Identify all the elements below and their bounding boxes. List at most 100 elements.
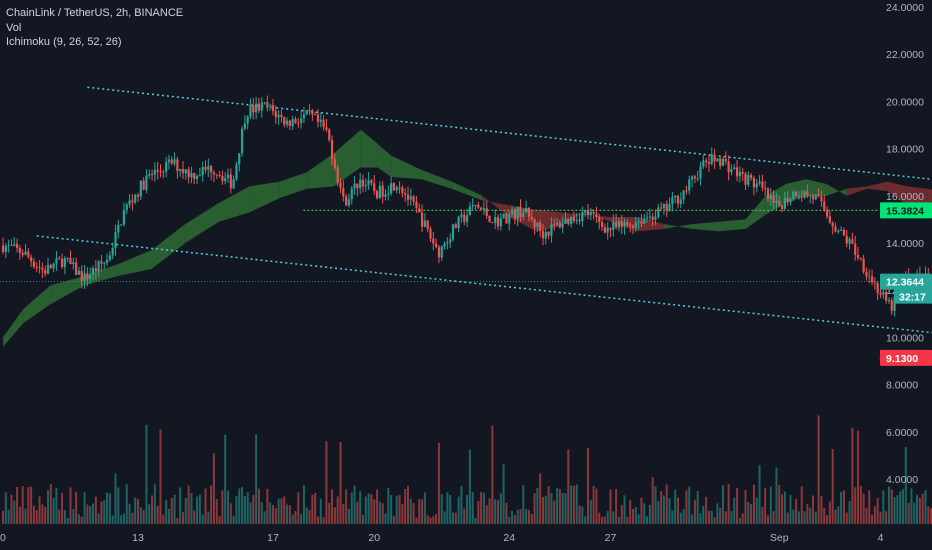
candle-body — [660, 207, 663, 209]
volume-bar — [873, 506, 876, 524]
time-axis[interactable]: 01317202427Sep471014 — [0, 532, 932, 544]
candle-body — [319, 119, 322, 122]
candle-body — [539, 222, 542, 231]
cloud-segment — [846, 186, 867, 196]
volume-bar — [542, 496, 544, 524]
candle-body — [795, 191, 798, 197]
candle-body — [328, 129, 331, 140]
cloud-segment — [826, 184, 847, 196]
volume-bar — [744, 490, 747, 524]
time-tick-label: 20 — [368, 532, 380, 544]
volume-bar — [679, 512, 682, 524]
volume-bar — [505, 502, 508, 524]
candle-body — [533, 219, 536, 228]
candle-body — [792, 191, 795, 200]
volume-bar — [227, 490, 229, 524]
candle-body — [733, 167, 736, 170]
volume-bar — [857, 430, 859, 524]
volume-bar — [595, 488, 598, 524]
candle-body — [696, 178, 699, 180]
candle-body — [631, 225, 635, 228]
candle-body — [100, 261, 103, 264]
volume-bar — [218, 516, 221, 524]
candle-body — [682, 190, 685, 200]
candle-body — [719, 158, 722, 166]
candle-body — [277, 114, 280, 118]
candle-body — [266, 102, 269, 107]
candle-body — [229, 174, 232, 189]
volume-bar — [581, 506, 584, 524]
candle-body — [150, 174, 154, 176]
candle-body — [578, 219, 581, 222]
volume-bar — [94, 496, 97, 524]
candle-body — [873, 282, 876, 284]
volume-bar — [620, 505, 623, 524]
volume-bar — [333, 507, 336, 524]
volume-bar — [764, 487, 767, 524]
volume-bar — [387, 487, 390, 524]
volume-bar — [432, 516, 435, 524]
candle-body — [91, 268, 95, 275]
candle-body — [350, 188, 353, 200]
volume-bar — [750, 504, 753, 524]
chart-legend: ChainLink / TetherUS, 2h, BINANCE Vol Ic… — [6, 6, 183, 50]
candle-body — [437, 247, 441, 258]
volume-bar — [300, 513, 303, 524]
volume-bar — [103, 500, 106, 524]
candle-body — [713, 154, 716, 162]
candle-body — [600, 221, 604, 228]
candle-body — [271, 105, 275, 112]
candle-body — [741, 171, 744, 174]
volume-bar — [772, 511, 775, 524]
candle-body — [347, 199, 351, 206]
candle-body — [375, 191, 379, 199]
candle-body — [657, 207, 660, 217]
volume-bar — [454, 512, 457, 524]
candle-body — [547, 231, 550, 236]
volume-bar — [556, 488, 559, 524]
cloud-segment — [279, 172, 307, 199]
candle-body — [314, 114, 317, 116]
candle-body — [401, 187, 404, 193]
candle-body — [848, 239, 851, 244]
candle-body — [705, 160, 708, 163]
candle-body — [553, 224, 556, 226]
candle-body — [755, 183, 758, 188]
volume-bar — [61, 492, 64, 524]
candle-body — [46, 264, 50, 274]
volume-bar — [92, 503, 94, 524]
candle-body — [52, 263, 55, 269]
volume-bar — [615, 488, 618, 524]
symbol-title[interactable]: ChainLink / TetherUS, 2h, BINANCE — [6, 7, 184, 19]
volume-bar — [705, 496, 708, 524]
volume-bar — [930, 508, 932, 524]
price-tick-label: 14.0000 — [886, 238, 924, 250]
low-price-badge-bg — [880, 349, 932, 366]
volume-bar — [128, 503, 131, 524]
volume-bar — [913, 502, 916, 524]
ichimoku-legend[interactable]: Ichimoku (9, 26, 52, 26) — [6, 36, 122, 48]
volume-bar — [243, 496, 246, 524]
volume-bar — [404, 489, 407, 524]
cloud-segment — [421, 169, 452, 189]
candle-body — [7, 244, 10, 246]
candle-body — [584, 210, 587, 213]
candle-body — [201, 167, 204, 176]
volume-bar — [699, 513, 702, 524]
candle-body — [283, 117, 286, 125]
volume-bar — [814, 511, 817, 524]
volume-bar — [182, 512, 184, 524]
candle-body — [120, 224, 123, 226]
candle-body — [153, 169, 156, 175]
volume-bar — [117, 487, 120, 524]
volume-bar — [215, 498, 218, 524]
volume-legend[interactable]: Vol — [6, 21, 22, 34]
candle-body — [876, 283, 879, 294]
volume-bar — [269, 502, 272, 524]
candle-body — [800, 196, 803, 198]
volume-bar — [241, 487, 244, 524]
volume-bar — [317, 516, 319, 524]
volume-bar — [291, 514, 294, 524]
